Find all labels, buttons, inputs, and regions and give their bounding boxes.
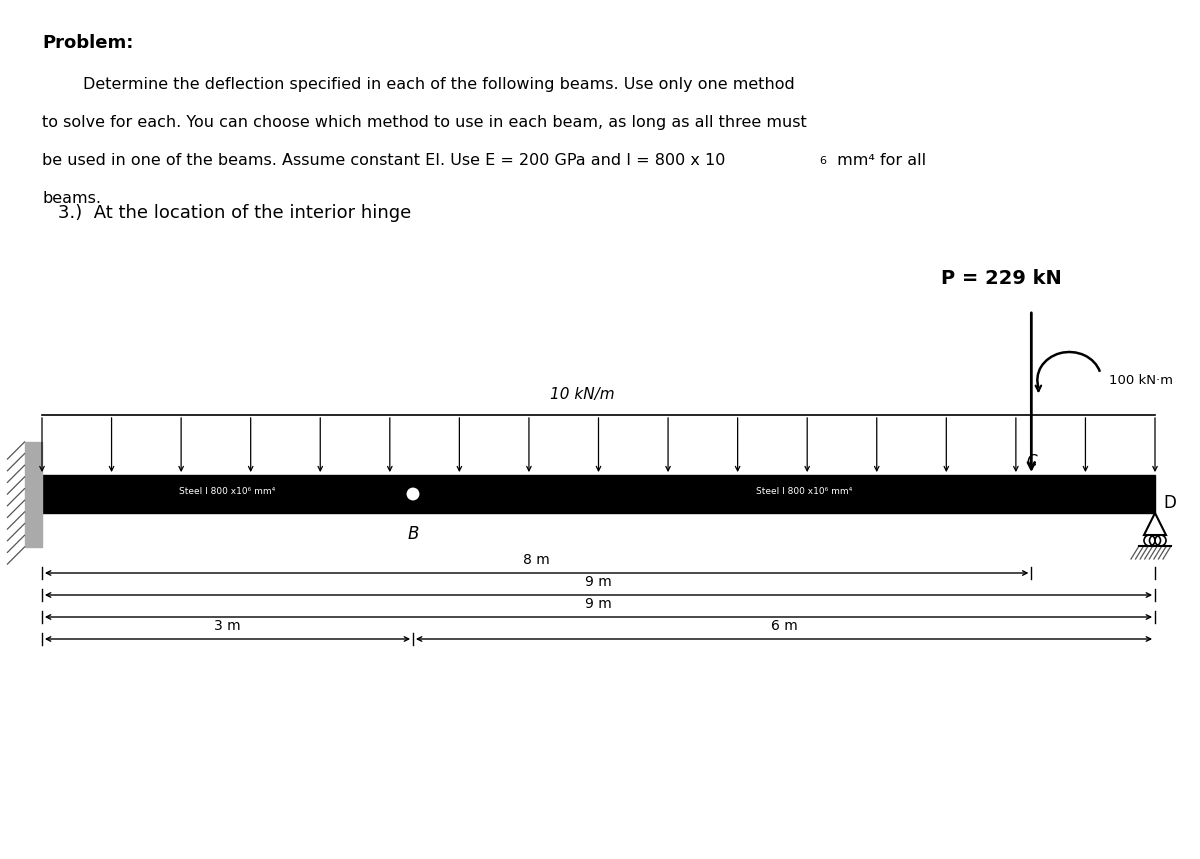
Text: D: D bbox=[1163, 495, 1176, 513]
Text: 8 m: 8 m bbox=[523, 553, 550, 567]
Text: 9 m: 9 m bbox=[586, 597, 612, 611]
Text: 3 m: 3 m bbox=[214, 619, 241, 633]
Text: mm⁴ for all: mm⁴ for all bbox=[832, 153, 926, 168]
Text: beams.: beams. bbox=[42, 191, 101, 206]
Text: be used in one of the beams. Assume constant EI. Use E = 200 GPa and I = 800 x 1: be used in one of the beams. Assume cons… bbox=[42, 153, 725, 168]
Text: Problem:: Problem: bbox=[42, 34, 133, 52]
Text: 10 kN/m: 10 kN/m bbox=[550, 387, 614, 402]
Text: Steel I 800 x10⁶ mm⁴: Steel I 800 x10⁶ mm⁴ bbox=[756, 488, 852, 497]
Text: 9 m: 9 m bbox=[586, 575, 612, 589]
Text: 100 kN·m: 100 kN·m bbox=[1109, 374, 1174, 387]
Text: P = 229 kN: P = 229 kN bbox=[941, 269, 1062, 288]
Bar bbox=[42, 475, 1154, 513]
Text: 6 m: 6 m bbox=[770, 619, 797, 633]
Text: 3.)  At the location of the interior hinge: 3.) At the location of the interior hing… bbox=[58, 204, 412, 222]
Text: Steel I 800 x10⁶ mm⁴: Steel I 800 x10⁶ mm⁴ bbox=[179, 488, 276, 497]
Text: Determine the deflection specified in each of the following beams. Use only one : Determine the deflection specified in ea… bbox=[42, 77, 794, 92]
Circle shape bbox=[406, 486, 420, 502]
Text: 6: 6 bbox=[818, 156, 826, 166]
Text: C: C bbox=[1026, 454, 1037, 469]
Text: B: B bbox=[407, 525, 419, 543]
Bar bbox=[25, 442, 42, 546]
Text: to solve for each. You can choose which method to use in each beam, as long as a: to solve for each. You can choose which … bbox=[42, 115, 806, 130]
Text: A: A bbox=[30, 525, 42, 543]
